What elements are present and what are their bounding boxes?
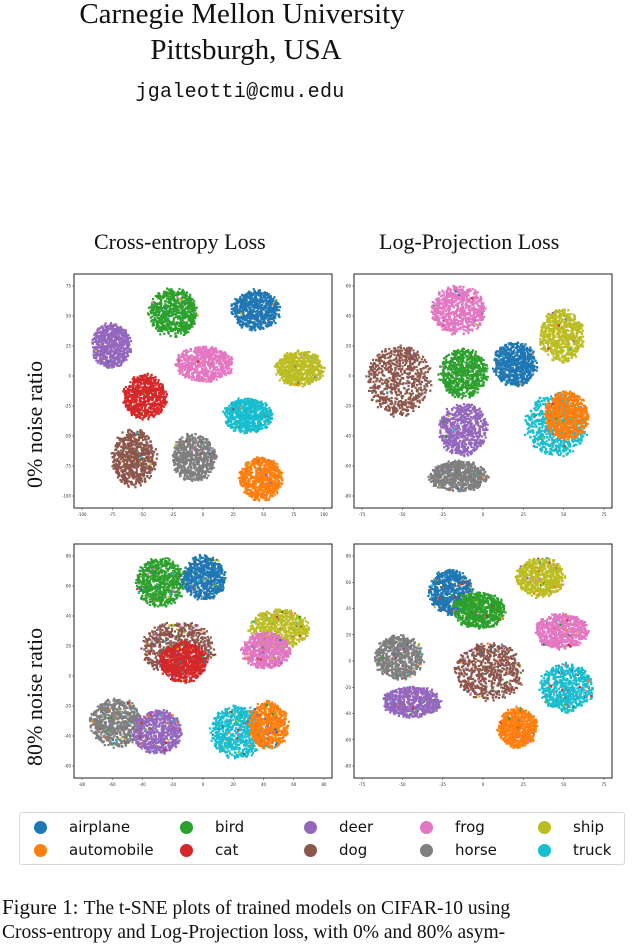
legend-label: cat: [215, 841, 238, 859]
legend-item-horse: horse: [420, 841, 497, 859]
location: Pittsburgh, USA: [0, 34, 496, 67]
legend-marker-icon: [34, 820, 47, 834]
tsne-plot-ce-80-noise: -80 -60 -40 -20 0 20 40 60 80 80 60 40 20 0 -20 -40 -60: [60, 540, 335, 790]
legend-marker-icon: [538, 843, 551, 857]
legend-marker-icon: [538, 820, 551, 834]
legend-marker-icon: [180, 820, 193, 834]
legend-marker-icon: [180, 843, 193, 857]
legend-label: dog: [339, 841, 367, 859]
class-legend: airplane automobile bird cat deer dog frog hors…: [19, 812, 625, 865]
legend-item-deer: deer: [304, 818, 373, 836]
legend-marker-icon: [304, 843, 317, 857]
legend-label: truck: [573, 841, 612, 859]
legend-item-bird: bird: [180, 818, 244, 836]
legend-label: frog: [455, 818, 485, 836]
figure-caption: Figure 1: The t-SNE plots of trained mod…: [2, 895, 510, 920]
legend-marker-icon: [420, 843, 433, 857]
legend-item-airplane: airplane: [34, 818, 130, 836]
figure-number: Figure 1:: [2, 895, 78, 919]
legend-item-frog: frog: [420, 818, 485, 836]
legend-item-dog: dog: [304, 841, 367, 859]
row-label-0-noise: 0% noise ratio: [22, 361, 48, 488]
legend-marker-icon: [420, 820, 433, 834]
tsne-plot-lp-80-noise: -75 -50 -25 0 25 50 75 80 60 40 20 0 -20 -40 -60 -80: [340, 540, 615, 790]
column-title-log-projection: Log-Projection Loss: [379, 229, 559, 255]
caption-line-2: Cross-entropy and Log-Projection loss, w…: [2, 922, 505, 944]
legend-label: bird: [215, 818, 244, 836]
column-title-cross-entropy: Cross-entropy Loss: [94, 229, 266, 255]
legend-marker-icon: [34, 843, 47, 857]
legend-label: deer: [339, 818, 373, 836]
tsne-plot-lp-0-noise: -75 -50 -25 0 25 50 75 60 40 20 0 -20 -40 -60 -80: [340, 270, 615, 520]
legend-marker-icon: [304, 820, 317, 834]
legend-item-automobile: automobile: [34, 841, 154, 859]
legend-label: ship: [573, 818, 604, 836]
affiliation: Carnegie Mellon University: [0, 0, 492, 31]
legend-label: horse: [455, 841, 497, 859]
caption-line-1: The t-SNE plots of trained models on CIF…: [84, 898, 510, 919]
tsne-plot-ce-0-noise: -100 -75 -50 -25 0 25 50 75 100 75 50 25 0 -25 -50 -75-…: [60, 270, 335, 520]
legend-item-cat: cat: [180, 841, 238, 859]
email-address: jgaleotti@cmu.edu: [0, 81, 490, 104]
legend-label: airplane: [69, 818, 130, 836]
legend-item-truck: truck: [538, 841, 612, 859]
legend-label: automobile: [69, 841, 154, 859]
legend-item-ship: ship: [538, 818, 604, 836]
row-label-80-noise: 80% noise ratio: [22, 628, 48, 766]
